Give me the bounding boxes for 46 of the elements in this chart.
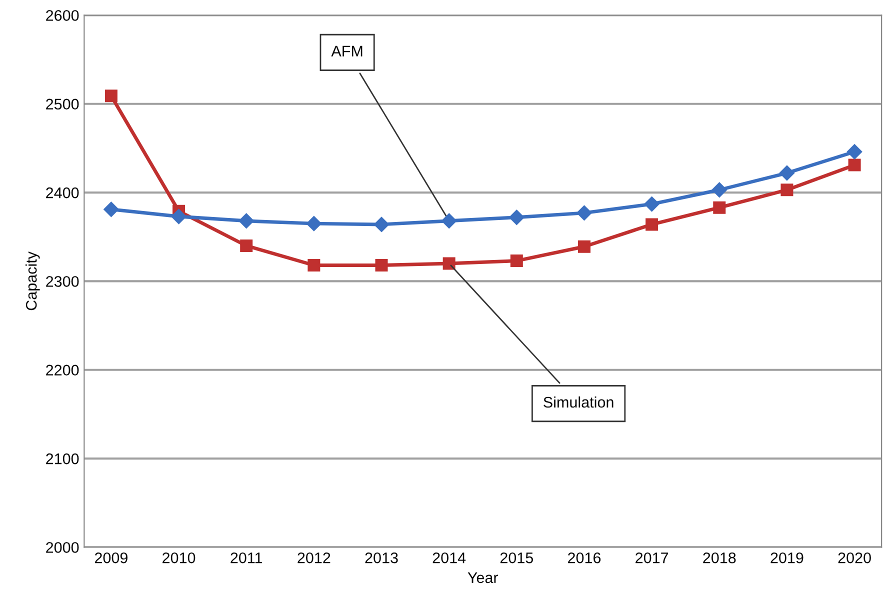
x-axis-title: Year xyxy=(468,572,498,584)
point xyxy=(509,210,524,225)
point xyxy=(644,196,660,212)
point xyxy=(308,258,320,272)
point xyxy=(576,205,592,220)
point xyxy=(306,216,322,232)
point xyxy=(238,213,254,228)
x-tick-label: 2012 xyxy=(298,552,330,564)
y-tick-label: 2200 xyxy=(46,364,79,376)
text: AFM xyxy=(331,46,362,56)
point xyxy=(510,254,523,268)
x-tick-label: 2019 xyxy=(770,552,804,564)
text: Simulation xyxy=(544,396,614,408)
point xyxy=(240,239,253,252)
y-tick-label: 2000 xyxy=(46,542,79,553)
point xyxy=(846,144,862,160)
x-tick-label: 2010 xyxy=(162,552,196,564)
point xyxy=(442,257,456,270)
x-tick-label: 2018 xyxy=(703,552,736,564)
point xyxy=(171,208,186,224)
point xyxy=(848,158,861,172)
x-tick-label: 2013 xyxy=(365,552,398,564)
y-tick-label: 2100 xyxy=(46,453,79,464)
point xyxy=(780,184,794,196)
x-tick-label: 2009 xyxy=(94,552,128,564)
point xyxy=(104,202,119,217)
x-tick-label: 2020 xyxy=(838,552,871,564)
y-tick-label: 2300 xyxy=(46,276,79,287)
x-tick-label: 2015 xyxy=(500,552,534,564)
point xyxy=(712,182,727,198)
point xyxy=(104,90,118,102)
point xyxy=(442,213,457,228)
point xyxy=(375,258,388,272)
point xyxy=(646,218,658,231)
x-tick-label: 2016 xyxy=(568,552,601,564)
x-tick-label: 2017 xyxy=(636,552,668,564)
y-tick-label: 2600 xyxy=(46,10,79,21)
point xyxy=(578,240,590,253)
point xyxy=(374,216,390,232)
point xyxy=(713,201,726,214)
point xyxy=(779,165,795,181)
y-axis-title: Capacity xyxy=(26,252,40,310)
x-tick-label: 2011 xyxy=(230,552,262,564)
y-tick-label: 2500 xyxy=(46,98,79,110)
y-tick-label: 2400 xyxy=(46,187,79,198)
x-tick-label: 2014 xyxy=(432,552,466,564)
